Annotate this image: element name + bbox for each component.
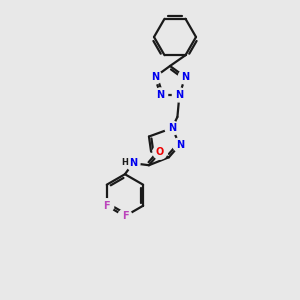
Text: H: H [122,158,128,167]
Text: F: F [122,211,128,221]
Circle shape [120,157,130,167]
Circle shape [154,88,168,102]
Text: N: N [175,90,184,100]
Circle shape [118,209,132,223]
Circle shape [148,70,162,84]
Text: F: F [103,201,110,211]
Text: N: N [181,72,189,82]
Circle shape [172,88,186,102]
Text: N: N [151,72,159,82]
Circle shape [153,145,167,159]
Circle shape [100,199,114,213]
Circle shape [173,138,187,152]
Circle shape [126,156,140,170]
Circle shape [178,70,192,84]
Text: O: O [156,147,164,157]
Text: N: N [176,140,184,150]
Text: N: N [129,158,137,168]
Circle shape [165,121,179,135]
Text: N: N [157,90,165,100]
Text: N: N [168,123,176,133]
